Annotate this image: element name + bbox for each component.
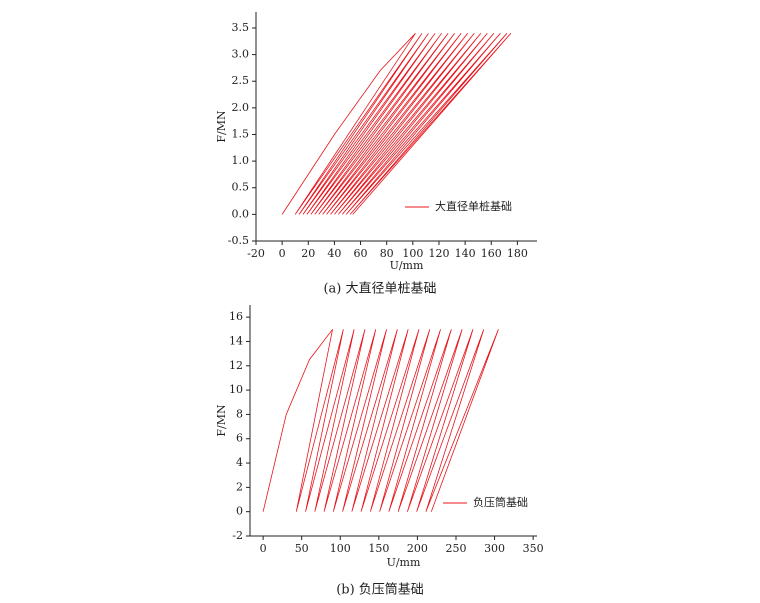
caption: (a) 大直径单桩基础 — [323, 282, 436, 297]
y-tick-label: 0.5 — [232, 181, 250, 194]
x-tick-label: 120 — [428, 247, 449, 260]
data-line — [281, 33, 512, 215]
y-tick-label: 1.5 — [232, 127, 250, 140]
x-tick-label: 150 — [368, 542, 389, 555]
y-tick-label: 14 — [229, 334, 243, 347]
x-axis-title: U/mm — [387, 556, 421, 569]
y-tick-label: 0 — [236, 505, 243, 518]
x-axis-title: U/mm — [390, 259, 424, 272]
x-tick-label: 180 — [507, 247, 528, 260]
x-tick-label: 140 — [455, 247, 476, 260]
x-tick-label: 20 — [301, 247, 315, 260]
y-tick-label: 8 — [236, 407, 243, 420]
y-tick-label: 2 — [236, 480, 243, 493]
y-tick-label: 3.0 — [232, 48, 250, 61]
y-tick-label: -0.5 — [228, 234, 249, 247]
caption: (b) 负压筒基础 — [336, 582, 424, 598]
data-line — [262, 329, 499, 512]
y-tick-label: 10 — [229, 383, 243, 396]
y-axis-title: F/MN — [215, 404, 228, 437]
x-tick-label: 200 — [407, 542, 428, 555]
x-tick-label: 300 — [484, 542, 505, 555]
y-axis-title: F/MN — [215, 110, 228, 143]
x-tick-label: 160 — [481, 247, 502, 260]
x-tick-label: 0 — [279, 247, 286, 260]
y-tick-label: 4 — [236, 456, 243, 469]
y-tick-label: -2 — [232, 529, 243, 542]
y-tick-label: 6 — [236, 432, 243, 445]
legend-label: 负压筒基础 — [473, 495, 528, 509]
x-tick-label: 350 — [523, 542, 544, 555]
y-tick-label: 1.0 — [232, 154, 250, 167]
x-tick-label: 50 — [295, 542, 309, 555]
x-tick-label: 60 — [354, 247, 368, 260]
y-tick-label: 12 — [229, 359, 243, 372]
x-tick-label: 0 — [260, 542, 267, 555]
x-tick-label: 100 — [330, 542, 351, 555]
y-tick-label: 2.0 — [232, 101, 250, 114]
x-tick-label: 250 — [445, 542, 466, 555]
y-tick-label: 16 — [229, 310, 243, 323]
x-tick-label: 80 — [380, 247, 394, 260]
y-tick-label: 0.0 — [232, 207, 250, 220]
x-tick-label: -20 — [247, 247, 265, 260]
y-tick-label: 3.5 — [232, 21, 250, 34]
legend-label: 大直径单桩基础 — [435, 199, 512, 213]
x-tick-label: 100 — [402, 247, 423, 260]
y-tick-label: 2.5 — [232, 74, 250, 87]
x-tick-label: 40 — [327, 247, 341, 260]
